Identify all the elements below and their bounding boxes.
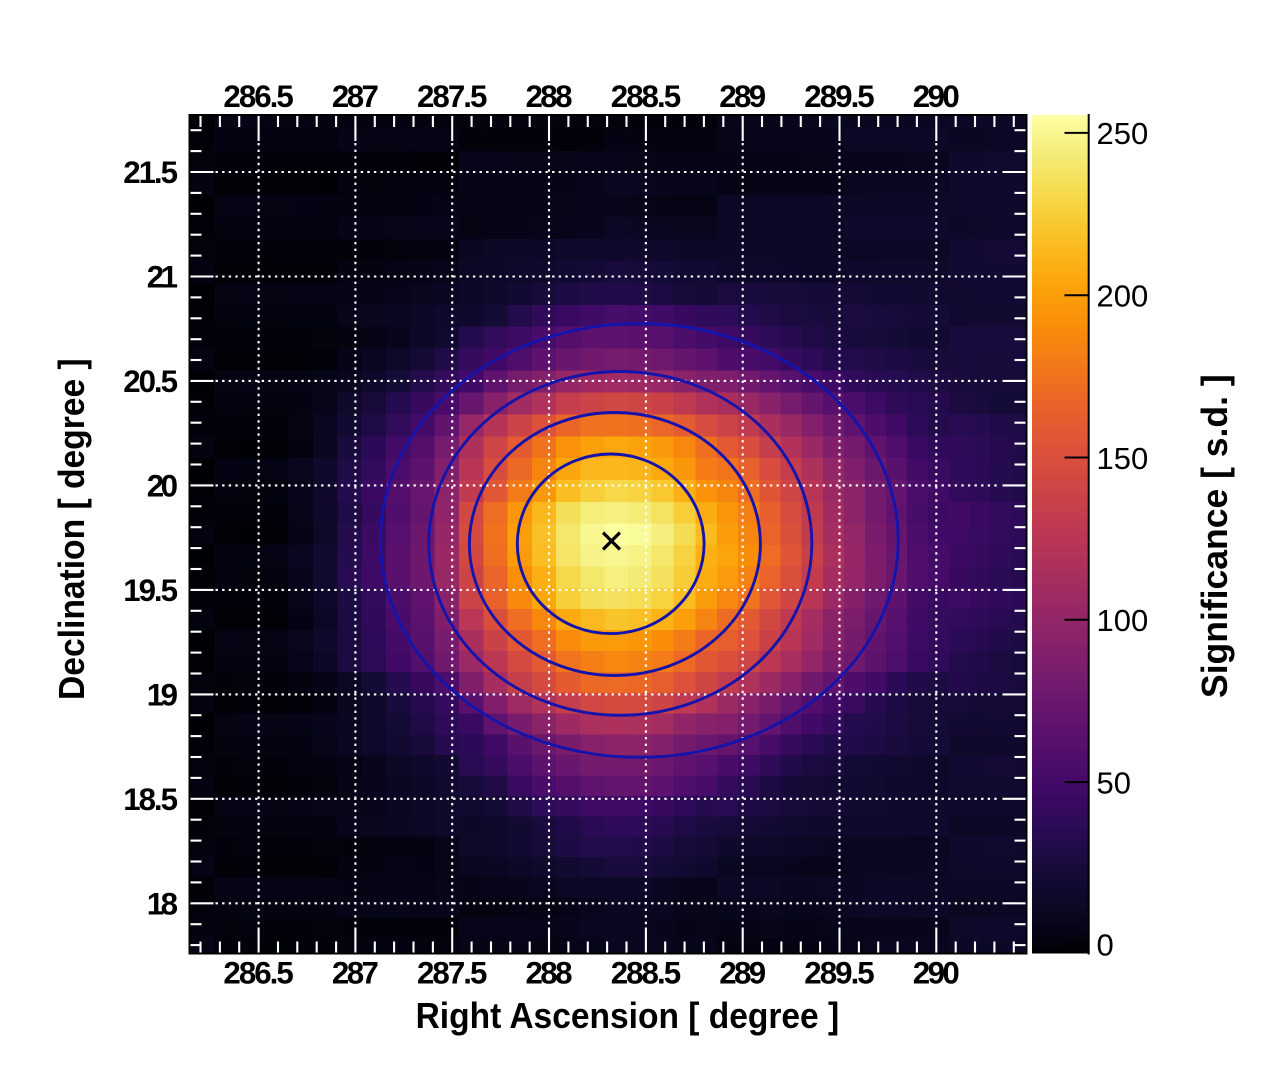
svg-text:200: 200 — [1097, 279, 1149, 314]
svg-text:287: 287 — [332, 955, 379, 990]
svg-text:Significance [ s.d. ]: Significance [ s.d. ] — [1194, 374, 1235, 698]
svg-text:18.5: 18.5 — [123, 782, 178, 817]
svg-text:20.5: 20.5 — [123, 364, 178, 399]
svg-text:288: 288 — [526, 955, 573, 990]
svg-text:0: 0 — [1097, 928, 1114, 963]
svg-text:286.5: 286.5 — [223, 955, 293, 990]
svg-text:250: 250 — [1097, 116, 1149, 151]
svg-text:21.5: 21.5 — [123, 155, 178, 190]
svg-text:19.5: 19.5 — [123, 573, 178, 608]
svg-text:20: 20 — [147, 469, 178, 504]
svg-text:290: 290 — [913, 79, 960, 114]
svg-text:150: 150 — [1097, 441, 1149, 476]
svg-text:19: 19 — [147, 678, 178, 713]
svg-text:289: 289 — [719, 955, 766, 990]
svg-text:288: 288 — [526, 79, 573, 114]
svg-text:287: 287 — [332, 79, 379, 114]
svg-text:50: 50 — [1097, 765, 1131, 800]
svg-text:289: 289 — [719, 79, 766, 114]
svg-text:289.5: 289.5 — [804, 79, 874, 114]
svg-text:289.5: 289.5 — [804, 955, 874, 990]
svg-text:287.5: 287.5 — [417, 79, 487, 114]
svg-text:286.5: 286.5 — [223, 79, 293, 114]
svg-text:18: 18 — [147, 887, 178, 922]
svg-text:21: 21 — [147, 260, 178, 295]
svg-text:288.5: 288.5 — [611, 955, 681, 990]
svg-text:Right Ascension [ degree ]: Right Ascension [ degree ] — [416, 995, 840, 1036]
svg-text:287.5: 287.5 — [417, 955, 487, 990]
svg-text:288.5: 288.5 — [611, 79, 681, 114]
svg-text:100: 100 — [1097, 603, 1149, 638]
svg-text:290: 290 — [913, 955, 960, 990]
svg-text:Declination [ degree ]: Declination [ degree ] — [51, 358, 92, 700]
